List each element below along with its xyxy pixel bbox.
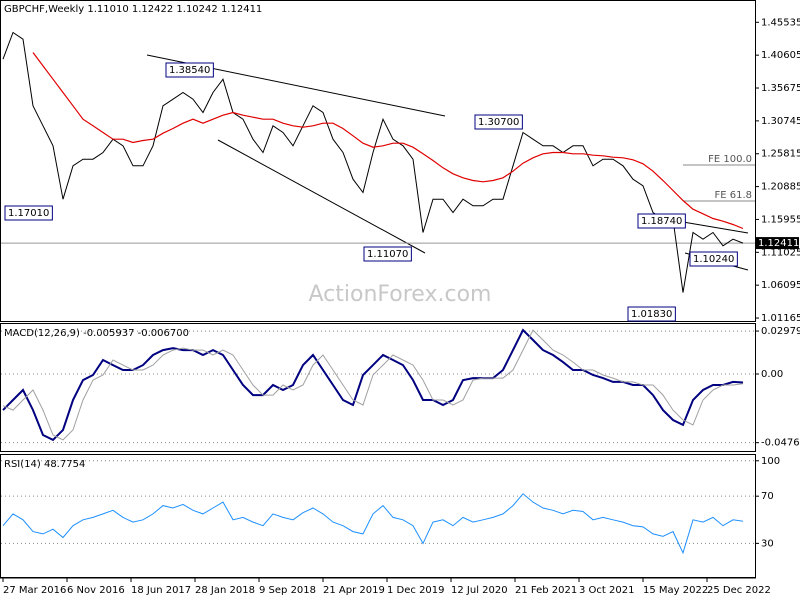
watermark: ActionForex.com (309, 282, 492, 307)
series-line (32, 52, 744, 230)
series-line (2, 328, 744, 442)
x-tick-label: 18 Jun 2017 (131, 585, 191, 596)
y-tick-label: 1.40605 (761, 50, 800, 61)
y-tick-label: 1.35675 (761, 83, 800, 94)
pane-title: RSI(14) 48.7754 (4, 459, 85, 470)
fe-label: FE 100.0 (708, 154, 752, 165)
annotation: 1.30700 (478, 117, 519, 128)
fe-label: FE 61.8 (714, 190, 752, 201)
annotation-box (689, 251, 738, 267)
series-line (2, 493, 744, 555)
last-price-box (755, 237, 799, 250)
pane-title: GBPCHF,Weekly 1.11010 1.12422 1.10242 1.… (4, 4, 262, 15)
annotation-box (637, 213, 686, 229)
annotation: 1.01830 (631, 309, 672, 320)
y-tick-label: 1.01165 (761, 313, 800, 324)
y-tick-label: 0.00 (761, 369, 783, 380)
y-tick-label: 1.45535 (761, 17, 800, 28)
pane-title: MACD(12,26,9) -0.005937 -0.006700 (4, 328, 189, 339)
trend-line (217, 139, 426, 254)
series-line (2, 31, 744, 293)
annotation: 1.18740 (641, 216, 682, 227)
y-tick-label: 1.20885 (761, 182, 800, 193)
x-tick-label: 25 Dec 2022 (707, 585, 771, 596)
x-tick-label: 21 Feb 2021 (515, 585, 577, 596)
y-tick-label: 1.15955 (761, 214, 800, 225)
y-tick-label: 1.25815 (761, 149, 800, 160)
y-tick-label: 1.30745 (761, 116, 800, 127)
annotation-box (627, 306, 676, 322)
annotation: 1.11070 (367, 249, 408, 260)
y-tick-label: 70 (761, 491, 774, 502)
price-pane (0, 0, 756, 322)
y-tick-label: 100 (761, 456, 780, 467)
annotation-box (474, 114, 523, 130)
x-tick-label: 21 Apr 2019 (323, 585, 385, 596)
y-tick-label: -0.047637 (761, 438, 800, 449)
y-tick-label: 1.06095 (761, 280, 800, 291)
x-tick-label: 12 Jul 2020 (451, 585, 508, 596)
x-tick-label: 6 Nov 2016 (67, 585, 125, 596)
annotation-box (4, 205, 53, 221)
x-tick-label: 27 Mar 2016 (3, 585, 66, 596)
series-line (2, 329, 744, 441)
trend-line (682, 221, 749, 234)
macd-pane (0, 323, 756, 452)
y-tick-label: 1.11025 (761, 247, 800, 258)
x-tick-label: 9 Sep 2018 (259, 585, 316, 596)
annotation: 1.10240 (693, 254, 734, 265)
x-tick-label: 15 May 2022 (643, 585, 708, 596)
annotation-box (165, 62, 214, 78)
y-tick-label: 0.029798 (761, 326, 800, 337)
annotation: 1.17010 (8, 208, 49, 219)
x-tick-label: 28 Jan 2018 (195, 585, 255, 596)
last-price-label: 1.12411 (758, 238, 799, 249)
annotation: 1.38540 (169, 65, 210, 76)
x-tick-label: 1 Dec 2019 (387, 585, 445, 596)
y-tick-label: 30 (761, 538, 774, 549)
x-tick-label: 3 Oct 2021 (579, 585, 634, 596)
annotation-box (363, 246, 412, 262)
